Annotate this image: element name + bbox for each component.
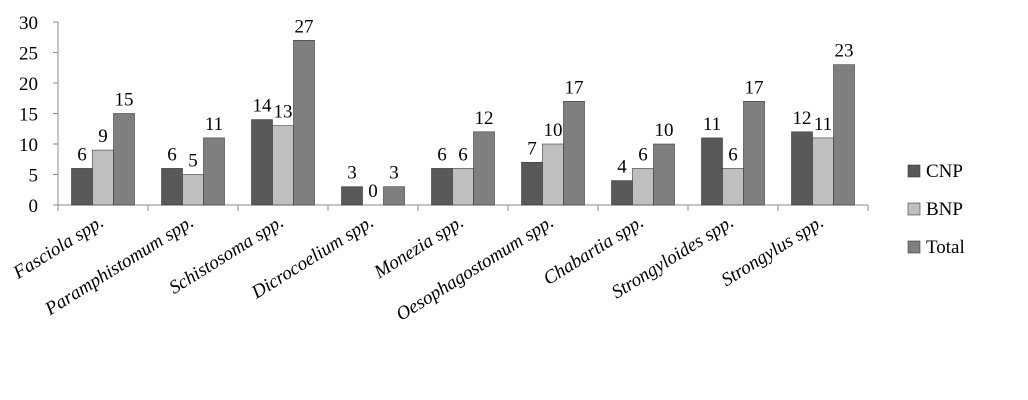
bar-total xyxy=(833,64,855,206)
bar-total xyxy=(113,113,135,206)
y-tick-label: 5 xyxy=(29,166,39,187)
data-label: 12 xyxy=(793,108,812,129)
data-label: 17 xyxy=(745,77,764,98)
bar-total xyxy=(473,131,495,206)
category-label: Paramphistomum spp. xyxy=(41,211,198,320)
data-label: 6 xyxy=(728,144,738,165)
category-label: Oesophagostomum spp. xyxy=(393,211,558,325)
data-label: 6 xyxy=(437,144,447,165)
data-label: 5 xyxy=(188,151,198,172)
bar-bnp xyxy=(632,168,654,206)
data-label: 6 xyxy=(167,144,177,165)
legend-label-bnp: BNP xyxy=(926,199,963,220)
data-label: 11 xyxy=(205,114,223,135)
data-label: 15 xyxy=(115,90,134,111)
bar-bnp xyxy=(92,149,114,206)
bar-total xyxy=(293,39,315,206)
y-tick-label: 15 xyxy=(19,105,38,126)
bar-cnp xyxy=(341,186,363,206)
bar-cnp xyxy=(161,168,183,206)
bar-bnp xyxy=(722,168,744,206)
bar-total xyxy=(653,143,675,206)
y-tick-label: 30 xyxy=(19,13,38,34)
y-tick-label: 10 xyxy=(19,135,38,156)
data-label: 11 xyxy=(703,114,721,135)
bar-cnp xyxy=(521,162,543,206)
data-label: 9 xyxy=(98,126,108,147)
bar-bnp xyxy=(452,168,474,206)
data-label: 3 xyxy=(347,163,357,184)
data-label: 27 xyxy=(295,16,314,37)
data-label: 3 xyxy=(389,163,399,184)
bars-group xyxy=(71,39,855,206)
data-label: 23 xyxy=(835,41,854,62)
bar-total xyxy=(563,101,585,206)
legend-label-total: Total xyxy=(926,237,965,258)
bar-cnp xyxy=(251,119,273,206)
bar-cnp xyxy=(71,168,93,206)
bar-bnp xyxy=(182,174,204,206)
legend-swatch-total xyxy=(907,240,921,254)
data-label: 11 xyxy=(814,114,832,135)
legend-label-cnp: CNP xyxy=(926,161,963,182)
data-label: 4 xyxy=(617,157,627,178)
bar-cnp xyxy=(431,168,453,206)
legend-swatch-bnp xyxy=(907,202,921,216)
bar-cnp xyxy=(611,180,633,206)
data-label: 12 xyxy=(475,108,494,129)
legend: CNP BNP Total xyxy=(907,161,965,258)
category-labels-group: Fasciola spp.Paramphistomum spp.Schistos… xyxy=(9,211,828,325)
bar-total xyxy=(203,137,225,206)
data-label: 0 xyxy=(368,181,378,202)
data-label: 6 xyxy=(77,144,87,165)
data-label: 10 xyxy=(655,120,674,141)
data-label: 14 xyxy=(253,96,273,117)
y-tick-label: 0 xyxy=(29,196,39,217)
data-label: 17 xyxy=(565,77,584,98)
data-label: 6 xyxy=(638,144,648,165)
data-label: 6 xyxy=(458,144,468,165)
bar-bnp xyxy=(812,137,834,206)
category-label: Strongylus spp. xyxy=(718,211,828,291)
data-label: 10 xyxy=(544,120,563,141)
y-tick-label: 25 xyxy=(19,44,38,65)
bar-bnp xyxy=(272,125,294,206)
y-axis: 0 5 10 15 20 25 30 xyxy=(19,13,59,217)
y-tick-label: 20 xyxy=(19,74,38,95)
legend-swatch-cnp xyxy=(907,164,921,178)
bar-bnp xyxy=(542,143,564,206)
bar-total xyxy=(743,101,765,206)
x-axis xyxy=(57,204,869,211)
data-label: 13 xyxy=(274,102,293,123)
bar-cnp xyxy=(791,131,813,206)
bar-cnp xyxy=(701,137,723,206)
bar-total xyxy=(383,186,405,206)
data-label: 7 xyxy=(527,138,537,159)
